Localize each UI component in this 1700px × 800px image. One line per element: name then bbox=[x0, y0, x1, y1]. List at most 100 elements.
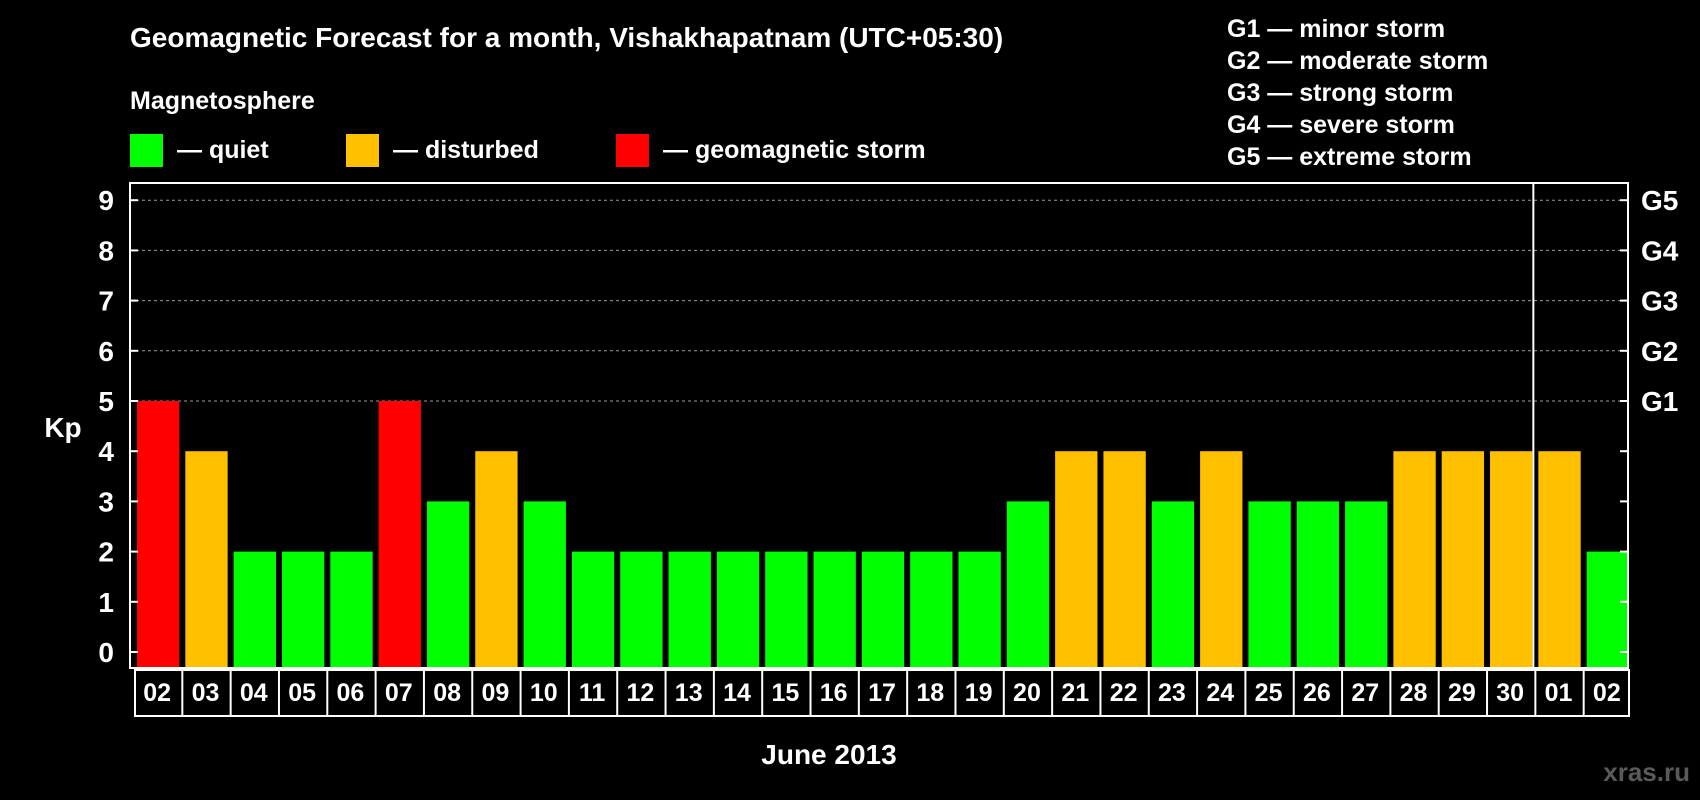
legend-swatch-storm bbox=[616, 134, 649, 167]
x-label-frame bbox=[134, 669, 1630, 717]
y-tick-label: 4 bbox=[98, 436, 114, 467]
x-tick-label: 11 bbox=[579, 679, 606, 707]
x-tick-label: 02 bbox=[143, 679, 171, 707]
bar-08 bbox=[426, 501, 470, 667]
x-tick-label: 24 bbox=[1206, 679, 1234, 707]
bar-05 bbox=[281, 551, 325, 667]
bar-02 bbox=[1586, 551, 1629, 667]
bar-10 bbox=[523, 501, 566, 667]
x-tick-label: 07 bbox=[385, 679, 413, 707]
x-tick-label: 06 bbox=[337, 679, 365, 707]
x-tick-label: 12 bbox=[626, 679, 654, 707]
bar-21 bbox=[1055, 451, 1098, 667]
x-tick-label: 19 bbox=[965, 679, 993, 707]
bar-25 bbox=[1248, 501, 1291, 667]
storm-scale-item: G1 — minor storm bbox=[1227, 15, 1445, 43]
right-tick-label-G5: G5 bbox=[1641, 185, 1678, 216]
legend: — quiet — disturbed — geomagnetic storm bbox=[130, 134, 926, 167]
right-axis-storm-ticks: G1 G2 G3 G4 G5 bbox=[1620, 185, 1679, 653]
x-tick-label: 25 bbox=[1255, 679, 1283, 707]
x-tick-label: 17 bbox=[868, 679, 896, 707]
y-axis-ticks: 0 1 2 3 4 5 6 7 8 9 bbox=[98, 185, 138, 668]
bar-24 bbox=[1200, 451, 1243, 667]
x-axis-label: June 2013 bbox=[761, 739, 896, 770]
y-axis-label: Kp bbox=[44, 412, 81, 443]
bar-28 bbox=[1393, 451, 1436, 667]
y-tick-label: 8 bbox=[98, 235, 114, 266]
x-tick-label: 21 bbox=[1061, 679, 1089, 707]
x-tick-label: 13 bbox=[675, 679, 703, 707]
legend-swatch-quiet bbox=[130, 134, 163, 167]
bar-11 bbox=[571, 551, 615, 667]
x-tick-label: 04 bbox=[240, 679, 268, 707]
x-tick-label: 16 bbox=[820, 679, 848, 707]
bar-30 bbox=[1490, 451, 1533, 667]
x-tick-label: 03 bbox=[192, 679, 220, 707]
x-tick-label: 30 bbox=[1496, 679, 1524, 707]
x-tick-label: 05 bbox=[288, 679, 316, 707]
bar-17 bbox=[861, 551, 905, 667]
x-tick-label: 14 bbox=[723, 679, 751, 707]
right-tick-label-G1: G1 bbox=[1641, 386, 1678, 417]
y-tick-label: 5 bbox=[98, 386, 114, 417]
legend-heading: Magnetosphere bbox=[130, 87, 315, 115]
x-tick-label: 20 bbox=[1013, 679, 1041, 707]
bar-03 bbox=[185, 451, 228, 667]
x-tick-label: 22 bbox=[1110, 679, 1138, 707]
bar-15 bbox=[765, 551, 808, 667]
x-tick-label: 26 bbox=[1303, 679, 1331, 707]
bar-19 bbox=[958, 551, 1001, 667]
bar-26 bbox=[1296, 501, 1340, 667]
bar-14 bbox=[716, 551, 760, 667]
storm-scale-item: G4 — severe storm bbox=[1227, 111, 1455, 139]
x-tick-label: 09 bbox=[482, 679, 510, 707]
right-tick-label-G4: G4 bbox=[1641, 235, 1679, 266]
bar-02 bbox=[137, 401, 180, 667]
bar-06 bbox=[330, 551, 373, 667]
x-tick-label: 18 bbox=[916, 679, 944, 707]
bar-29 bbox=[1441, 451, 1485, 667]
x-tick-label: 10 bbox=[530, 679, 558, 707]
plot-frame bbox=[129, 182, 1629, 669]
y-tick-label: 3 bbox=[98, 486, 114, 517]
y-tick-label: 6 bbox=[98, 336, 114, 367]
legend-label-storm: — geomagnetic storm bbox=[663, 136, 926, 164]
watermark: xras.ru bbox=[1603, 757, 1690, 787]
bar-18 bbox=[910, 551, 953, 667]
storm-scale-legend: G1 — minor storm G2 — moderate storm G3 — … bbox=[1227, 15, 1488, 171]
x-tick-label: 08 bbox=[433, 679, 461, 707]
x-tick-label: 01 bbox=[1545, 679, 1573, 707]
bar-series bbox=[137, 401, 1629, 667]
bar-09 bbox=[475, 451, 518, 667]
grid-lines bbox=[130, 199, 1628, 402]
y-tick-label: 1 bbox=[98, 587, 114, 618]
legend-label-quiet: — quiet bbox=[177, 136, 269, 164]
x-tick-label: 15 bbox=[771, 679, 799, 707]
storm-scale-item: G5 — extreme storm bbox=[1227, 143, 1472, 171]
bar-22 bbox=[1103, 451, 1146, 667]
bar-20 bbox=[1006, 501, 1050, 667]
right-tick-label-G3: G3 bbox=[1641, 286, 1678, 317]
y-tick-label: 7 bbox=[98, 286, 114, 317]
x-axis-labels: 02 03 04 05 06 07 08 09 10 11 12 13 14 15 16 17 18 19 20 21… bbox=[134, 669, 1630, 717]
x-tick-label: 23 bbox=[1158, 679, 1186, 707]
bar-13 bbox=[668, 551, 711, 667]
bar-23 bbox=[1151, 501, 1195, 667]
x-tick-label: 02 bbox=[1593, 679, 1621, 707]
bar-27 bbox=[1345, 501, 1388, 667]
storm-scale-item: G3 — strong storm bbox=[1227, 79, 1453, 107]
x-tick-label: 27 bbox=[1351, 679, 1379, 707]
chart-title: Geomagnetic Forecast for a month, Vishak… bbox=[130, 22, 1003, 53]
y-tick-label: 0 bbox=[98, 637, 114, 668]
legend-label-disturbed: — disturbed bbox=[393, 136, 539, 164]
y-tick-label: 9 bbox=[98, 185, 114, 216]
x-tick-label: 29 bbox=[1448, 679, 1476, 707]
bar-12 bbox=[620, 551, 663, 667]
bar-16 bbox=[813, 551, 856, 667]
bar-07 bbox=[378, 401, 421, 667]
bar-04 bbox=[233, 551, 276, 667]
right-tick-label-G2: G2 bbox=[1641, 336, 1678, 367]
x-tick-label: 28 bbox=[1400, 679, 1428, 707]
